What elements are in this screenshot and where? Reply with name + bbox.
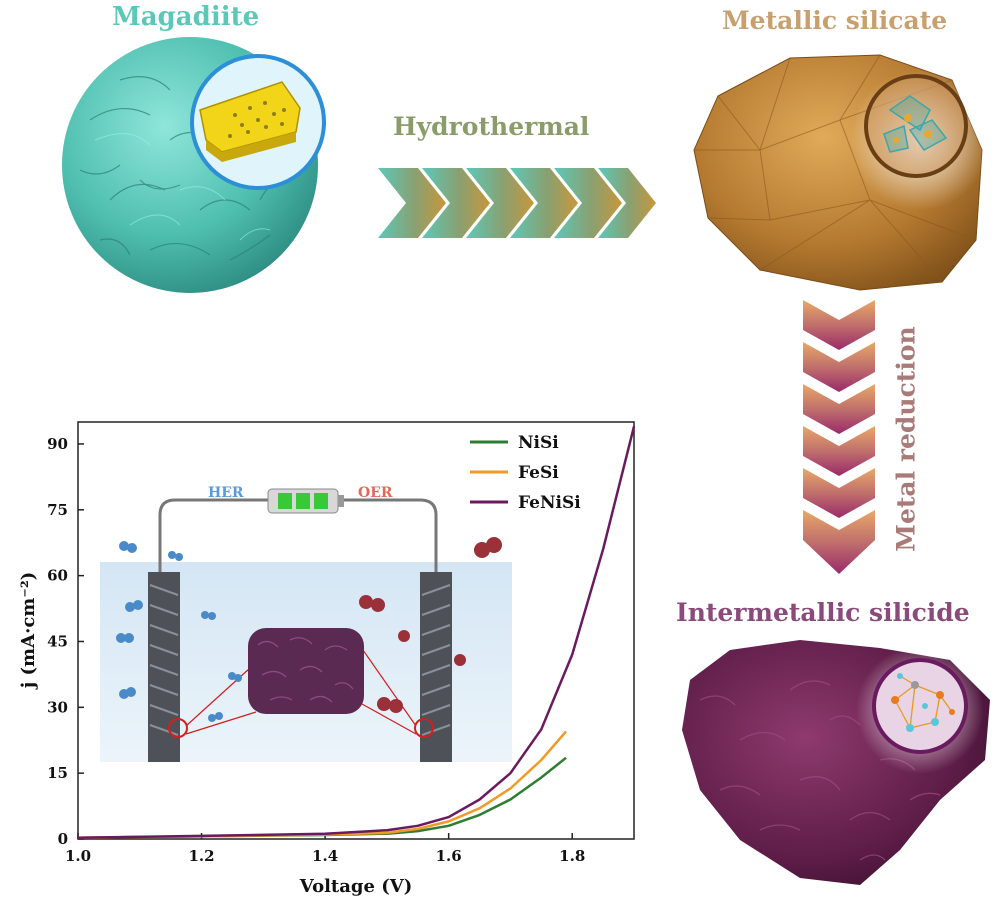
chevron-6 — [598, 168, 656, 238]
y-tick-label: 75 — [47, 501, 68, 519]
magadiite-title: Magadiite — [112, 2, 260, 32]
series-line-fenisi — [77, 426, 636, 839]
metal-reduction-arrow — [803, 300, 875, 574]
battery-icon — [267, 488, 344, 514]
legend-label-nisi: NiSi — [518, 433, 559, 453]
x-axis-ticks: 1.0 1.2 1.4 1.6 1.8 — [65, 833, 585, 865]
chevron-v-2 — [803, 342, 875, 392]
catalyst-particle — [248, 628, 364, 714]
chart-series — [77, 426, 636, 839]
legend-label-fenisi: FeNiSi — [518, 493, 581, 513]
chevron-v-5 — [803, 468, 875, 518]
x-tick-label: 1.2 — [189, 847, 215, 865]
y-tick-label: 45 — [47, 632, 68, 650]
magadiite-sphere — [62, 37, 326, 293]
left-electrode — [148, 572, 188, 762]
chevron-v-1 — [803, 300, 875, 350]
chevron-2 — [422, 168, 490, 238]
chevron-3 — [466, 168, 534, 238]
chevron-5 — [554, 168, 622, 238]
x-tick-label: 1.4 — [312, 847, 338, 865]
x-axis-label: Voltage (V) — [299, 876, 412, 897]
x-tick-label: 1.8 — [559, 847, 585, 865]
chevron-v-3 — [803, 384, 875, 434]
y-tick-label: 15 — [47, 764, 68, 782]
hydrogen-bubbles — [116, 541, 242, 722]
electrolyzer-illustration: HER OER — [100, 485, 512, 762]
y-tick-label: 90 — [47, 435, 68, 453]
oer-label: OER — [358, 485, 393, 501]
x-tick-label: 1.0 — [65, 847, 91, 865]
chart-legend: NiSi FeSi FeNiSi — [470, 433, 581, 513]
metallic-silicate-title: Metallic silicate — [722, 6, 948, 35]
metallic-silicate-rock — [693, 54, 990, 291]
x-tick-label: 1.6 — [436, 847, 462, 865]
chevron-v-6 — [803, 510, 875, 574]
right-electrode — [414, 572, 452, 762]
hydrothermal-label: Hydrothermal — [393, 112, 590, 141]
y-axis-label: j (mA·cm⁻²) — [18, 572, 39, 690]
oxygen-bubbles — [359, 537, 502, 713]
y-tick-label: 60 — [47, 567, 68, 585]
chevron-v-4 — [803, 426, 875, 476]
y-tick-label: 30 — [47, 698, 68, 716]
y-axis-ticks: 0 15 30 45 60 75 90 — [47, 435, 84, 848]
metal-reduction-label: Metal reduction — [891, 326, 921, 552]
intermetallic-silicide-cluster — [682, 640, 990, 885]
y-tick-label: 0 — [58, 830, 68, 848]
legend-label-fesi: FeSi — [518, 463, 559, 483]
chevron-4 — [510, 168, 578, 238]
metal-reduction-label-box: Metal reduction — [888, 324, 924, 554]
intermetallic-silicide-title: Intermetallic silicide — [676, 598, 970, 627]
hydrothermal-arrow — [378, 168, 656, 238]
chevron-1 — [378, 168, 446, 238]
her-label: HER — [208, 485, 244, 501]
